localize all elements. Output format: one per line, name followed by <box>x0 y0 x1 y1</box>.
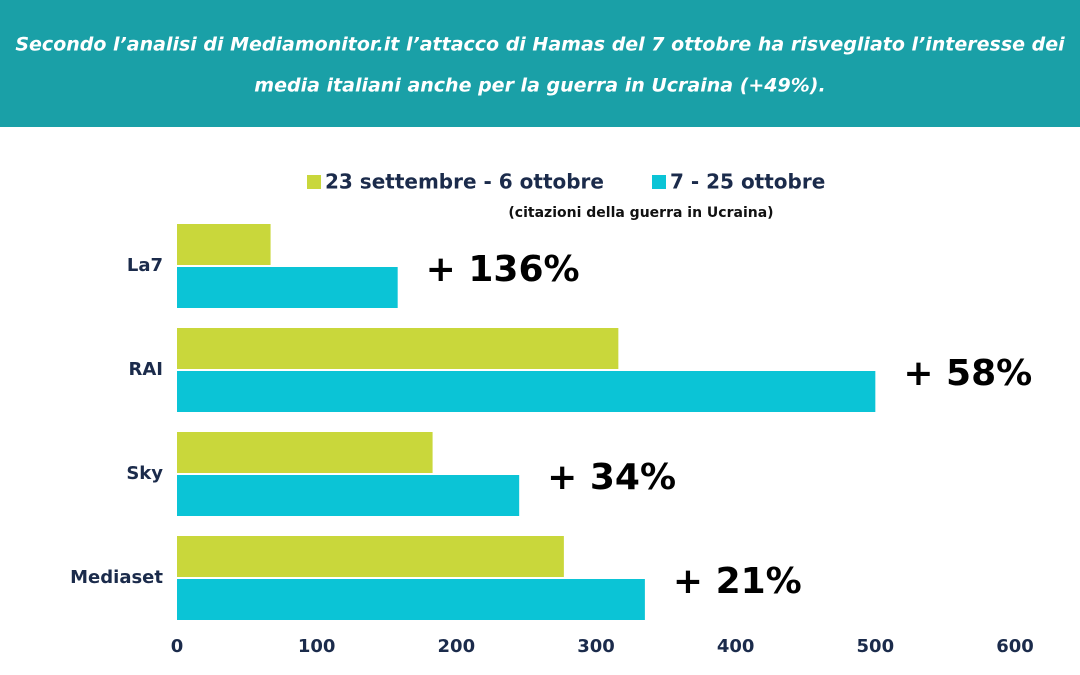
chart-subtitle: (citazioni della guerra in Ucraina) <box>508 205 773 221</box>
bar <box>177 267 398 308</box>
legend-swatch <box>652 175 666 189</box>
category-label: RAI <box>129 359 164 380</box>
legend-swatch <box>307 175 321 189</box>
legend-label: 7 - 25 ottobre <box>670 170 825 194</box>
x-tick-label: 0 <box>171 636 184 657</box>
chart-title-line2: media italiani anche per la guerra in Uc… <box>254 75 825 97</box>
x-tick-label: 100 <box>298 636 336 657</box>
change-annotation: + 58% <box>903 353 1032 394</box>
bar <box>177 475 520 516</box>
bar <box>177 432 433 473</box>
legend-label: 23 settembre - 6 ottobre <box>325 170 604 194</box>
bar <box>177 579 645 620</box>
category-label: Mediaset <box>70 567 163 588</box>
chart-title: Secondo l’analisi di Mediamonitor.it l’a… <box>15 34 1065 56</box>
bar <box>177 536 564 577</box>
change-annotation: + 136% <box>426 249 580 290</box>
bar <box>177 328 619 369</box>
change-annotation: + 21% <box>673 561 802 602</box>
x-tick-label: 300 <box>577 636 615 657</box>
category-label: Sky <box>126 463 163 484</box>
header-band <box>0 0 1080 127</box>
change-annotation: + 34% <box>547 457 676 498</box>
x-tick-label: 200 <box>438 636 476 657</box>
x-tick-label: 500 <box>857 636 895 657</box>
x-tick-label: 400 <box>717 636 755 657</box>
bar <box>177 371 876 412</box>
category-label: La7 <box>127 255 163 276</box>
bar <box>177 224 271 265</box>
x-tick-label: 600 <box>996 636 1034 657</box>
